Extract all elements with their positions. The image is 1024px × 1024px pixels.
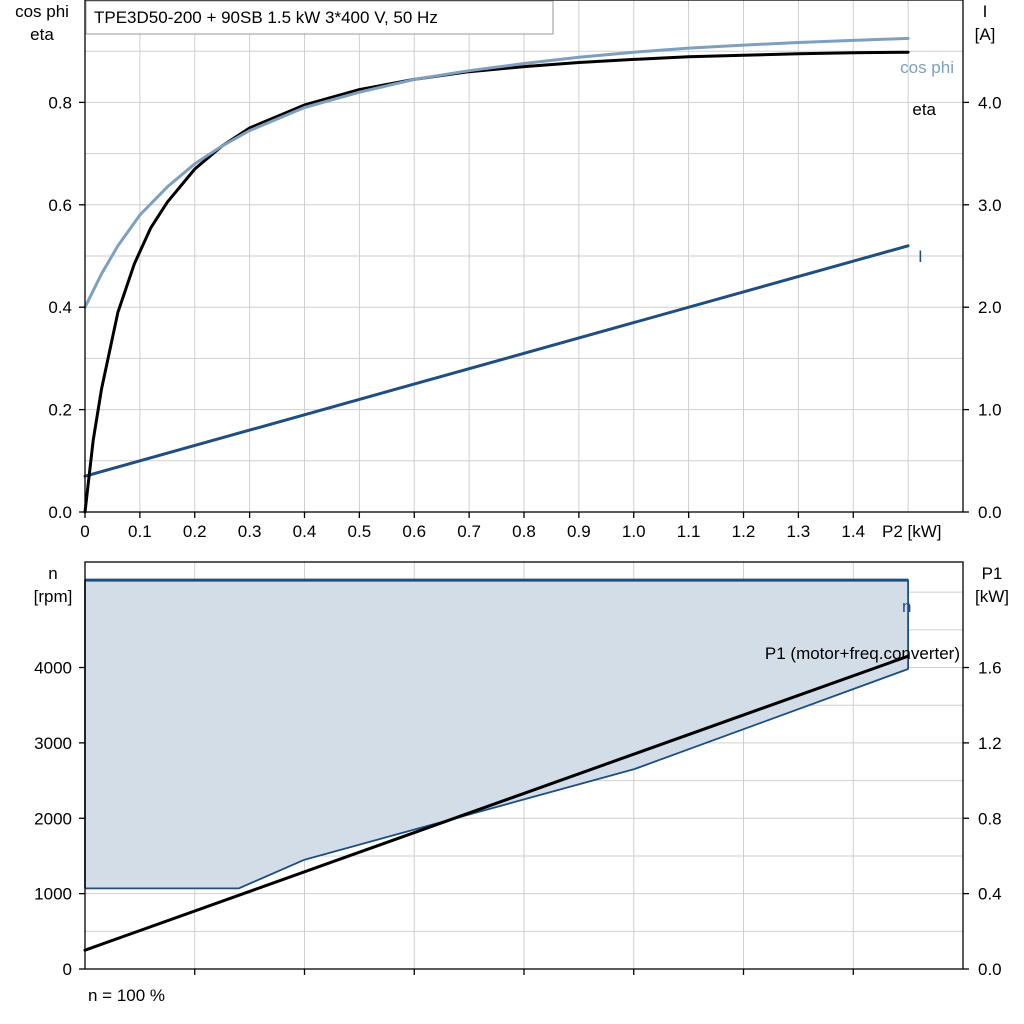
series-line-p1 (83, 654, 910, 952)
series-label-eta: eta (912, 100, 936, 119)
right-tick-label: 0.8 (978, 809, 1002, 828)
right-tick-label: 1.0 (978, 401, 1002, 420)
x-tick-label: 0 (80, 522, 89, 541)
x-tick-label: 1.3 (787, 522, 811, 541)
x-tick-label: 0.5 (348, 522, 372, 541)
x-tick-label: 0.1 (128, 522, 152, 541)
left-tick-label: 0 (63, 960, 72, 979)
left-tick-label: 0.4 (48, 298, 72, 317)
x-tick-label: 0.2 (183, 522, 207, 541)
right-tick-label: 0.0 (978, 960, 1002, 979)
footnote: n = 100 % (88, 986, 165, 1005)
left-axis-label-speed: n (48, 564, 57, 583)
left-tick-label: 0.2 (48, 401, 72, 420)
left-tick-label: 0.6 (48, 196, 72, 215)
right-tick-label: 3.0 (978, 196, 1002, 215)
x-axis-label: P2 [kW] (882, 522, 942, 541)
series-label-p1: P1 (motor+freq.converter) (765, 644, 960, 663)
series-label-cosphi: cos phi (900, 58, 954, 77)
x-tick-label: 0.7 (457, 522, 481, 541)
title-box (85, 0, 554, 35)
series-label-current: I (918, 247, 923, 266)
speed-power-curves (83, 578, 910, 952)
right-axis-unit-power: [kW] (975, 587, 1009, 606)
x-tick-label: 1.4 (841, 522, 865, 541)
x-tick-label: 0.8 (512, 522, 536, 541)
left-tick-label: 0.8 (48, 93, 72, 112)
left-axis-label-eta: eta (30, 25, 54, 44)
right-tick-label: 1.6 (978, 659, 1002, 678)
right-axis-label-power: P1 (982, 564, 1003, 583)
series-line-cos-phi (83, 36, 910, 309)
series-line-eta (83, 50, 910, 514)
chart-title: TPE3D50-200 + 90SB 1.5 kW 3*400 V, 50 Hz (94, 8, 438, 27)
speed-range-area (85, 580, 909, 889)
efficiency-panel: 0 0.1 0.2 0.3 0.4 0.5 0.6 0.7 0.8 0.9 1.0 1.1 1.2 1.3… (15, 0, 1002, 541)
left-tick-label: 3000 (34, 734, 72, 753)
series-label-speed: n (902, 597, 911, 616)
x-tick-label: 1.1 (677, 522, 701, 541)
x-tick-label: 0.3 (238, 522, 262, 541)
left-tick-label: 0.0 (48, 503, 72, 522)
left-axis-label-cosphi: cos phi (15, 2, 69, 21)
x-tick-label: 0.6 (402, 522, 426, 541)
speed-power-ticks: 0 1000 2000 3000 4000 0.0 0.4 0.8 1.2 1.6 (34, 659, 1001, 979)
left-tick-label: 2000 (34, 809, 72, 828)
efficiency-ticks: 0 0.1 0.2 0.3 0.4 0.5 0.6 0.7 0.8 0.9 1.0 1.1 1.2 1.3… (48, 93, 1001, 541)
x-tick-label: 1.0 (622, 522, 646, 541)
left-tick-label: 4000 (34, 659, 72, 678)
left-tick-label: 1000 (34, 885, 72, 904)
right-tick-label: 0.4 (978, 885, 1002, 904)
right-tick-label: 0.0 (978, 503, 1002, 522)
right-tick-label: 2.0 (978, 298, 1002, 317)
x-tick-label: 0.9 (567, 522, 591, 541)
speed-power-panel: 0 1000 2000 3000 4000 0.0 0.4 0.8 1.2 1.6 n [rpm]… (34, 561, 1009, 1005)
right-axis-unit-current: [A] (975, 25, 996, 44)
series-line-I (83, 244, 910, 478)
x-tick-label: 0.4 (293, 522, 317, 541)
efficiency-grid (85, 0, 963, 512)
x-tick-label: 1.2 (732, 522, 756, 541)
right-tick-label: 1.2 (978, 734, 1002, 753)
left-axis-unit-speed: [rpm] (34, 587, 73, 606)
right-tick-label: 4.0 (978, 93, 1002, 112)
right-axis-label-current: I (983, 2, 988, 21)
efficiency-curves (83, 36, 910, 514)
